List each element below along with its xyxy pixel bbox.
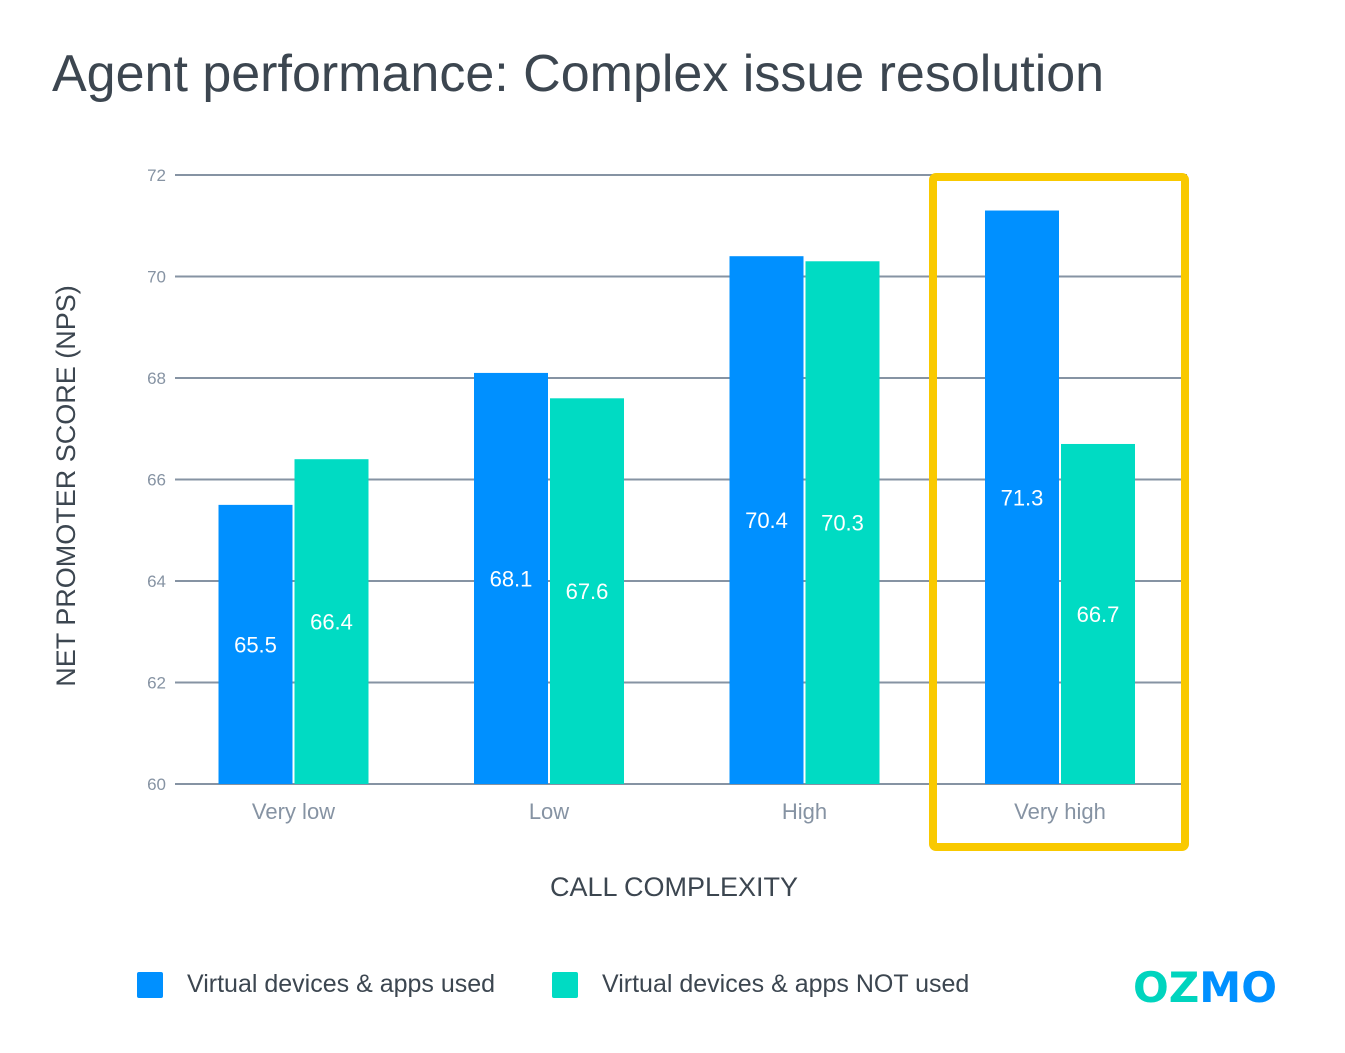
legend-swatch-used xyxy=(137,971,163,998)
legend-item-used: Virtual devices & apps used xyxy=(137,970,495,999)
legend-swatch-not-used xyxy=(552,971,578,998)
data-label: 68.1 xyxy=(490,566,533,591)
bar xyxy=(729,256,804,784)
bar xyxy=(474,372,548,784)
chart-title: Agent performance: Complex issue resolut… xyxy=(52,45,1105,103)
legend-label-used: Virtual devices & apps used xyxy=(187,970,496,998)
legend-item-not-used: Virtual devices & apps NOT used xyxy=(552,970,969,999)
data-label: 65.5 xyxy=(234,632,277,657)
x-tick-label: Very low xyxy=(252,799,335,824)
y-axis-title: NET PROMOTER SCORE (NPS) xyxy=(51,285,81,687)
y-tick-label: 66 xyxy=(147,471,166,490)
x-tick-label: High xyxy=(782,799,827,824)
data-label: 66.7 xyxy=(1077,602,1120,627)
data-label: 70.3 xyxy=(821,511,864,536)
data-label: 66.4 xyxy=(310,610,353,635)
bar xyxy=(985,210,1059,784)
y-tick-label: 62 xyxy=(147,674,166,693)
highlight-box xyxy=(929,173,1189,851)
bar xyxy=(550,398,624,784)
x-axis-title: CALL COMPLEXITY xyxy=(550,872,798,902)
y-tick-label: 60 xyxy=(147,775,166,794)
y-tick-label: 70 xyxy=(147,268,166,287)
bar xyxy=(805,261,880,784)
y-tick-label: 68 xyxy=(147,369,166,388)
ozmo-logo: OZMO xyxy=(1133,963,1277,1012)
data-label: 71.3 xyxy=(1001,485,1044,510)
bar xyxy=(218,504,293,784)
x-tick-label: Very high xyxy=(1014,799,1106,824)
y-tick-label: 64 xyxy=(147,572,166,591)
data-label: 67.6 xyxy=(566,579,609,604)
data-label: 70.4 xyxy=(745,508,788,533)
bar xyxy=(1061,443,1135,784)
bar xyxy=(294,459,369,784)
logo-text: OZMO xyxy=(1133,963,1277,1012)
y-tick-label: 72 xyxy=(147,166,166,185)
legend-label-not-used: Virtual devices & apps NOT used xyxy=(602,970,970,998)
x-tick-label: Low xyxy=(529,799,569,824)
